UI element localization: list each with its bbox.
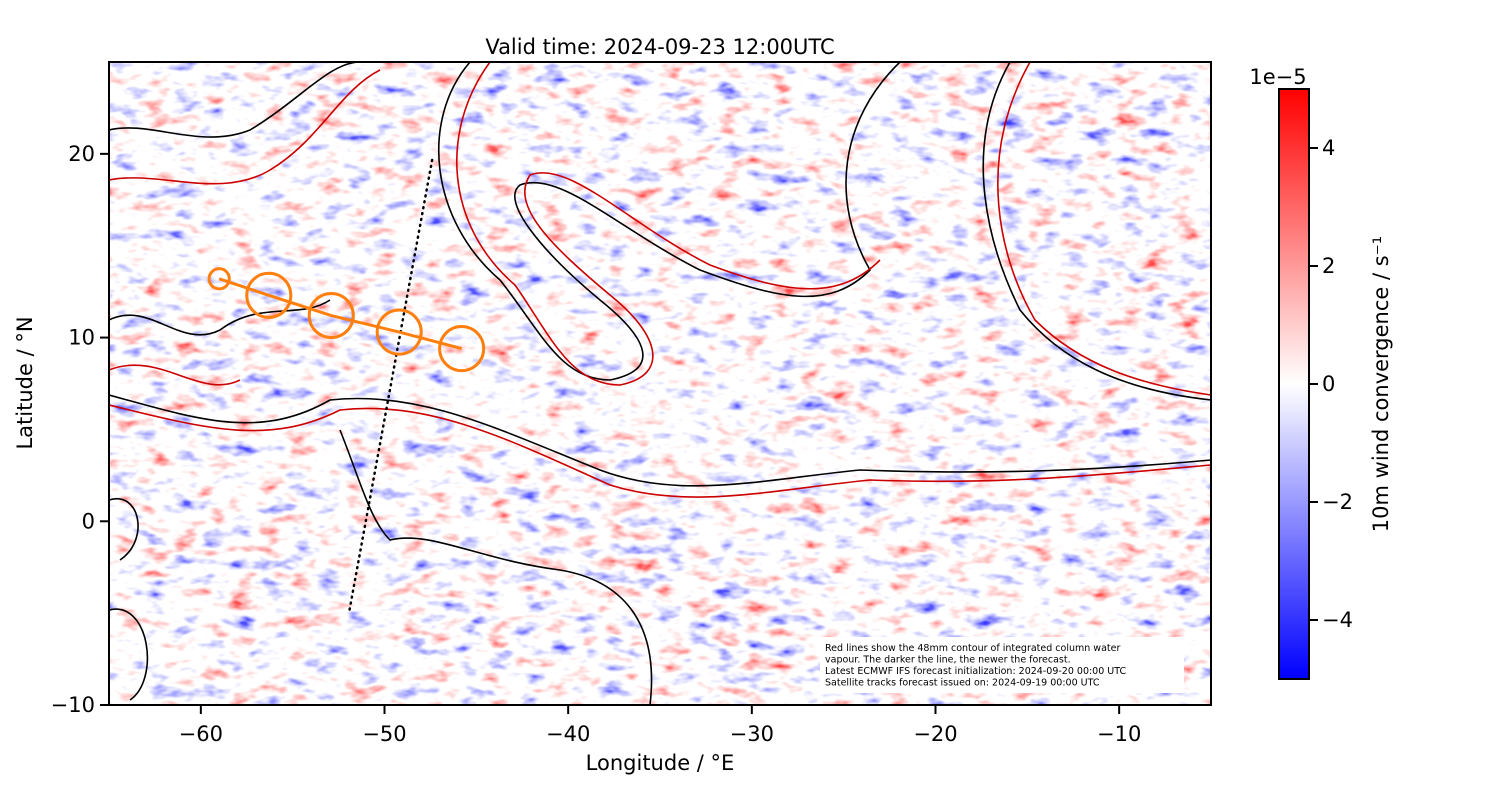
annotation-line: Satellite tracks forecast issued on: 202… — [825, 678, 1100, 689]
x-tick-label: −30 — [730, 722, 774, 746]
colorbar-label: 10m wind convergence / s⁻¹ — [1369, 236, 1393, 532]
contour — [982, 62, 1211, 401]
y-tick-label: 10 — [68, 326, 95, 350]
contour — [109, 497, 149, 701]
annotation-line: Latest ECMWF IFS forecast initialization… — [825, 666, 1126, 677]
y-tick-label: 0 — [82, 509, 95, 533]
marks — [207, 158, 486, 611]
x-tick-label: −60 — [179, 722, 223, 746]
colorbar-tick-label: −4 — [1322, 608, 1353, 632]
contour — [109, 394, 1211, 487]
convergence-field — [109, 62, 1211, 705]
colorbar-tick-label: 0 — [1322, 372, 1335, 396]
x-tick-label: −40 — [546, 722, 590, 746]
contour — [109, 404, 1211, 498]
colorbar-offset: 1e−5 — [1249, 65, 1306, 89]
annotation-line: Red lines show the 48mm contour of integ… — [825, 643, 1120, 654]
annotation-box — [820, 637, 1184, 693]
contour — [109, 69, 381, 386]
x-tick-label: −10 — [1097, 722, 1141, 746]
y-axis-label: Latitude / °N — [13, 316, 37, 449]
contour — [109, 62, 361, 336]
annotation-line: vapour. The darker the line, the newer t… — [825, 655, 1071, 666]
x-axis-label: Longitude / °E — [586, 751, 735, 775]
contour — [997, 62, 1211, 396]
track-circle — [245, 271, 293, 319]
y-tick-label: −10 — [51, 693, 95, 717]
chart-title: Valid time: 2024-09-23 12:00UTC — [485, 35, 834, 59]
colorbar-tick-label: 4 — [1322, 136, 1335, 160]
plot-frame — [108, 61, 1212, 706]
colorbar-tick-label: −2 — [1322, 490, 1353, 514]
map-field — [109, 62, 1211, 705]
x-tick-label: −50 — [362, 722, 406, 746]
y-tick-label: 20 — [68, 142, 95, 166]
annotation: Red lines show the 48mm contour of integ… — [825, 643, 1126, 689]
track-circle — [307, 291, 355, 340]
track-circle — [207, 267, 231, 291]
track-circle — [375, 308, 423, 356]
x-tick-label: −20 — [913, 722, 957, 746]
contour — [437, 62, 901, 381]
contour — [456, 62, 881, 386]
colorbar — [1278, 88, 1310, 680]
colorbar-tick-label: 2 — [1322, 254, 1335, 278]
satellite-track — [348, 158, 434, 611]
track-circle — [438, 325, 486, 373]
